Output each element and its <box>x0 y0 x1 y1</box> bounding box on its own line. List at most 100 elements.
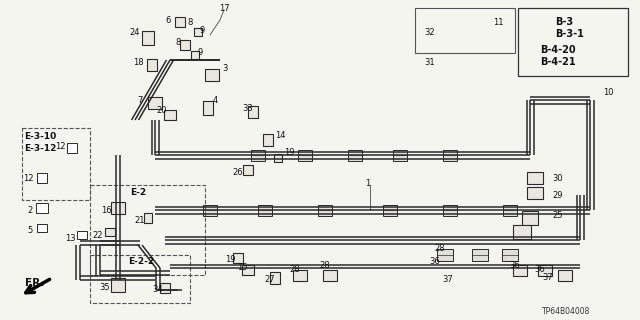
Bar <box>90 255 190 303</box>
Bar <box>233 253 243 263</box>
Bar <box>175 17 185 27</box>
Bar <box>148 97 162 109</box>
Text: 2: 2 <box>28 205 33 214</box>
Bar <box>142 31 154 45</box>
Bar <box>318 204 332 215</box>
Bar <box>518 8 628 76</box>
Text: B-3: B-3 <box>555 17 573 27</box>
Text: 37: 37 <box>543 274 554 283</box>
Bar <box>160 283 170 293</box>
Text: FR.: FR. <box>26 278 45 288</box>
Text: 22: 22 <box>93 230 103 239</box>
Bar <box>111 202 125 214</box>
Bar <box>274 154 282 162</box>
Bar <box>180 40 190 50</box>
Bar <box>437 249 453 261</box>
Text: 28: 28 <box>290 266 300 275</box>
Text: 12: 12 <box>23 173 33 182</box>
Bar <box>323 269 337 281</box>
Text: 7: 7 <box>138 95 143 105</box>
Bar <box>258 204 272 215</box>
Text: B-3-1: B-3-1 <box>555 29 584 39</box>
Bar <box>194 28 202 36</box>
Bar <box>248 106 258 118</box>
Bar <box>527 187 543 199</box>
Bar <box>538 265 552 276</box>
Text: 21: 21 <box>135 215 145 225</box>
Text: 13: 13 <box>65 234 76 243</box>
Bar <box>443 149 457 161</box>
Text: E-3-12: E-3-12 <box>24 143 56 153</box>
Bar <box>36 203 48 213</box>
Bar <box>191 51 199 59</box>
Text: 19: 19 <box>225 255 236 265</box>
Bar <box>147 59 157 71</box>
Bar <box>348 149 362 161</box>
Text: 36: 36 <box>509 260 520 269</box>
Text: 12: 12 <box>55 141 65 150</box>
Text: 16: 16 <box>100 205 111 214</box>
Bar <box>205 69 219 81</box>
Text: 1: 1 <box>365 179 371 188</box>
Bar <box>522 211 538 225</box>
Bar <box>203 101 213 115</box>
Text: 9: 9 <box>197 47 203 57</box>
Bar <box>90 185 205 275</box>
Text: TP64B04008: TP64B04008 <box>541 308 590 316</box>
Bar <box>513 265 527 276</box>
Text: 20: 20 <box>157 106 167 115</box>
Bar <box>472 249 488 261</box>
Bar <box>164 110 176 120</box>
Text: 11: 11 <box>493 18 503 27</box>
Bar <box>293 269 307 281</box>
Bar <box>513 225 531 239</box>
Bar <box>22 128 90 200</box>
Text: 27: 27 <box>265 276 275 284</box>
Text: 31: 31 <box>425 58 435 67</box>
Text: E-2: E-2 <box>130 188 146 196</box>
Text: 36: 36 <box>429 258 440 267</box>
Text: 24: 24 <box>130 28 140 36</box>
Text: B-4-21: B-4-21 <box>540 57 575 67</box>
Bar <box>242 265 254 275</box>
Text: 28: 28 <box>320 260 330 269</box>
Bar <box>383 204 397 215</box>
Bar <box>263 134 273 146</box>
Text: 4: 4 <box>212 95 218 105</box>
Text: 19: 19 <box>284 148 294 156</box>
Bar <box>243 165 253 175</box>
Text: 17: 17 <box>219 4 229 12</box>
Bar <box>37 224 47 232</box>
Text: 28: 28 <box>435 244 445 252</box>
Text: E-2-2: E-2-2 <box>128 258 154 267</box>
Bar <box>111 278 125 292</box>
Bar <box>67 143 77 153</box>
Bar <box>251 149 265 161</box>
Text: 29: 29 <box>553 190 563 199</box>
Text: B-4-20: B-4-20 <box>540 45 575 55</box>
Text: 18: 18 <box>132 58 143 67</box>
Bar <box>527 172 543 184</box>
Text: 5: 5 <box>28 226 33 235</box>
Text: 37: 37 <box>443 276 453 284</box>
Text: 33: 33 <box>243 103 253 113</box>
Text: 9: 9 <box>200 26 205 35</box>
Text: 8: 8 <box>188 18 193 27</box>
Bar <box>144 213 152 223</box>
Bar <box>105 228 115 236</box>
Text: 8: 8 <box>175 37 180 46</box>
Bar <box>270 272 280 284</box>
Bar <box>502 249 518 261</box>
Bar <box>393 149 407 161</box>
Bar <box>37 173 47 183</box>
Text: 35: 35 <box>100 284 110 292</box>
Text: 30: 30 <box>553 173 563 182</box>
Text: 15: 15 <box>237 263 247 273</box>
Text: 34: 34 <box>153 285 163 294</box>
Bar <box>443 204 457 215</box>
Text: 25: 25 <box>553 211 563 220</box>
Bar <box>298 149 312 161</box>
Bar <box>77 231 87 239</box>
Text: 32: 32 <box>425 28 435 36</box>
Bar <box>415 8 515 53</box>
